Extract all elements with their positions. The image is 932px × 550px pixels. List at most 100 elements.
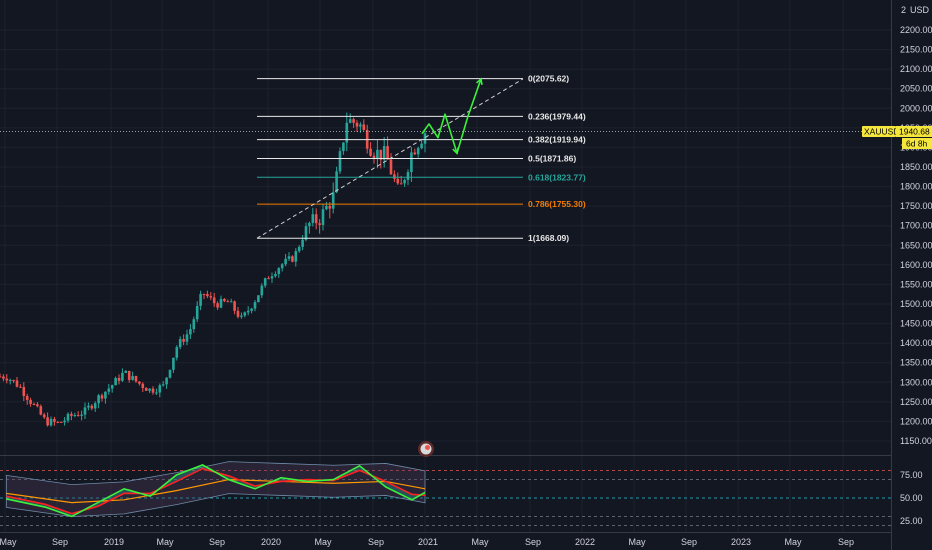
time-axis-label: Sep bbox=[52, 537, 68, 547]
time-axis-label: 2020 bbox=[261, 537, 281, 547]
candle-body bbox=[148, 388, 151, 391]
candle bbox=[280, 263, 284, 272]
candle bbox=[250, 307, 253, 314]
candle-body bbox=[104, 391, 107, 399]
candle-body bbox=[168, 369, 172, 378]
candle bbox=[124, 370, 128, 374]
candle-body bbox=[246, 310, 250, 313]
candle-body bbox=[175, 347, 179, 358]
candle-body bbox=[202, 293, 206, 295]
candle-body bbox=[114, 377, 117, 386]
candle-body bbox=[338, 151, 342, 172]
candle bbox=[49, 416, 53, 427]
candle-body bbox=[396, 178, 400, 184]
candle bbox=[192, 316, 196, 333]
candle-body bbox=[314, 214, 318, 224]
candle-body bbox=[420, 143, 423, 149]
trendline[interactable] bbox=[256, 78, 524, 239]
candle bbox=[161, 381, 165, 387]
fib-level-label: 0.618(1823.77) bbox=[528, 172, 586, 182]
time-axis-label: May bbox=[471, 537, 489, 547]
candle-body bbox=[382, 146, 386, 160]
oscillator-pane[interactable] bbox=[0, 461, 891, 526]
bar-countdown-label: 6d 8h bbox=[906, 139, 928, 149]
price-tick-label: 2150.00 bbox=[900, 45, 932, 55]
candle-body bbox=[209, 296, 213, 298]
candle bbox=[155, 388, 158, 395]
price-tick-label: 1800.00 bbox=[900, 182, 932, 192]
candle bbox=[25, 393, 29, 405]
price-tick-label: 1600.00 bbox=[900, 260, 932, 270]
candle bbox=[189, 324, 192, 339]
oscillator-axis-ticks: 75.00 50.00 25.00 bbox=[900, 470, 923, 526]
candle bbox=[165, 377, 168, 389]
candle-body bbox=[240, 315, 243, 317]
candle bbox=[202, 293, 206, 300]
candle bbox=[104, 391, 107, 404]
alert-bell-icon[interactable] bbox=[418, 441, 434, 457]
candle-body bbox=[345, 122, 349, 143]
candle bbox=[39, 404, 43, 416]
fib-level-label: 0.5(1871.86) bbox=[528, 153, 576, 163]
price-grid bbox=[0, 0, 891, 532]
candle-body bbox=[83, 407, 87, 415]
candle bbox=[93, 401, 97, 412]
candle bbox=[144, 387, 148, 391]
candle-body bbox=[270, 276, 274, 279]
candle bbox=[233, 300, 236, 315]
candle-body bbox=[63, 420, 66, 423]
price-axis[interactable]: 2200.002150.002100.002050.002000.001950.… bbox=[891, 0, 932, 550]
candle bbox=[36, 402, 39, 408]
candle bbox=[66, 412, 70, 423]
fib-level-label: 0(2075.62) bbox=[528, 74, 569, 84]
price-tick-label: 1250.00 bbox=[900, 397, 932, 407]
candle-body bbox=[257, 295, 260, 303]
candle-body bbox=[359, 124, 362, 127]
candle bbox=[287, 252, 291, 261]
candle-body bbox=[185, 334, 189, 342]
current-price-label: 1940.68 bbox=[899, 127, 930, 137]
drawing-overlay[interactable] bbox=[0, 77, 891, 239]
candle-body bbox=[219, 298, 223, 308]
candle bbox=[138, 381, 141, 386]
price-tick-label: 1200.00 bbox=[900, 416, 932, 426]
price-tick-label: 1550.00 bbox=[900, 279, 932, 289]
candle bbox=[117, 374, 121, 385]
candle-body bbox=[19, 386, 22, 388]
candle bbox=[393, 170, 396, 182]
candle bbox=[243, 311, 247, 318]
candle-body bbox=[348, 119, 352, 123]
candle-body bbox=[301, 239, 304, 247]
candle-body bbox=[236, 310, 240, 317]
price-tick-label: 2000.00 bbox=[900, 103, 932, 113]
candle bbox=[87, 402, 90, 411]
candle bbox=[345, 112, 349, 152]
candle-body bbox=[410, 152, 413, 173]
time-axis[interactable]: May Sep 2019 May Sep 2020 May Sep 2021 May Sep 2022… bbox=[0, 532, 891, 548]
candle bbox=[121, 368, 124, 382]
candle-body bbox=[342, 142, 345, 152]
candle bbox=[267, 276, 270, 280]
candle bbox=[342, 142, 345, 155]
fibonacci-retracement[interactable]: 0(2075.62) 0.236(1979.44) 0.382(1919.94) 0.… bbox=[257, 74, 586, 244]
osc-band bbox=[5, 461, 426, 518]
candle bbox=[206, 290, 209, 299]
projection-arrowhead bbox=[476, 77, 483, 85]
candle bbox=[236, 307, 240, 319]
candle bbox=[175, 345, 179, 361]
candle-body bbox=[379, 149, 383, 160]
candle bbox=[46, 412, 49, 427]
candle-body bbox=[318, 223, 321, 225]
candle-body bbox=[263, 278, 267, 286]
axis-settings-icon[interactable]: 2 bbox=[901, 5, 906, 15]
candle bbox=[168, 369, 172, 379]
currency-label[interactable]: USD bbox=[910, 5, 930, 15]
candle-body bbox=[229, 301, 233, 303]
candle bbox=[314, 208, 318, 230]
price-tick-label: 1700.00 bbox=[900, 221, 932, 231]
candle-body bbox=[253, 302, 257, 309]
fib-level-label: 1(1668.09) bbox=[528, 233, 569, 243]
candle bbox=[209, 292, 213, 301]
projection-path[interactable] bbox=[421, 78, 482, 155]
